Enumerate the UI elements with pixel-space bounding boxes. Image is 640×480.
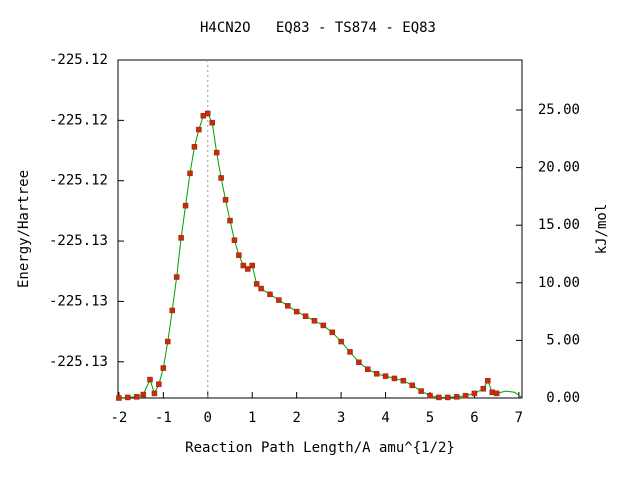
- marker: [356, 359, 362, 366]
- marker: [436, 394, 442, 401]
- y-tick-label: -225.12: [49, 173, 108, 189]
- marker: [285, 303, 291, 309]
- marker: [218, 175, 224, 181]
- y2-tick-label: 5.00: [546, 332, 580, 348]
- marker: [453, 394, 460, 400]
- x-tick-label: 6: [470, 410, 478, 426]
- y2-tick-label: 25.00: [538, 102, 580, 118]
- marker: [133, 394, 140, 400]
- x-tick-label: -1: [155, 410, 172, 426]
- marker: [249, 262, 255, 269]
- marker: [276, 297, 282, 303]
- marker: [493, 390, 500, 397]
- x-tick-label: 0: [204, 410, 212, 426]
- marker: [471, 390, 478, 397]
- y2-tick-label: 0.00: [546, 390, 580, 406]
- marker: [418, 388, 424, 394]
- marker: [258, 285, 264, 292]
- marker: [409, 382, 415, 389]
- marker: [236, 252, 242, 258]
- y2-axis-label: kJ/mol: [594, 204, 610, 255]
- marker: [445, 394, 451, 401]
- y-tick-label: -225.12: [49, 112, 108, 128]
- marker: [178, 235, 184, 241]
- marker: [116, 395, 122, 401]
- y-tick-label: -225.13: [49, 354, 108, 370]
- marker: [302, 313, 309, 319]
- marker: [182, 202, 189, 209]
- x-tick-label: 7: [515, 410, 523, 426]
- marker: [347, 349, 353, 355]
- marker: [338, 338, 344, 345]
- marker: [391, 375, 398, 382]
- marker: [462, 392, 469, 399]
- marker: [213, 149, 220, 156]
- line: [118, 112, 522, 399]
- marker: [400, 377, 407, 384]
- marker: [311, 318, 318, 324]
- y2-tick-label: 15.00: [538, 217, 580, 233]
- marker: [320, 322, 327, 329]
- marker: [125, 394, 131, 401]
- marker: [382, 373, 389, 379]
- marker: [293, 308, 300, 315]
- y-axis-label: Energy/Hartree: [16, 170, 32, 288]
- marker: [373, 371, 380, 377]
- marker: [427, 392, 433, 399]
- marker: [156, 381, 162, 387]
- marker: [160, 365, 167, 371]
- marker: [365, 366, 371, 372]
- marker: [222, 197, 229, 203]
- marker: [147, 376, 153, 383]
- marker: [151, 390, 158, 397]
- chart-title: H4CN2O EQ83 - TS874 - EQ83: [200, 20, 436, 36]
- marker: [227, 217, 233, 224]
- x-tick-label: 3: [337, 410, 345, 426]
- x-tick-label: 4: [381, 410, 389, 426]
- marker: [240, 262, 247, 269]
- marker: [480, 386, 487, 392]
- marker: [140, 391, 147, 398]
- marker: [173, 274, 180, 280]
- marker: [485, 377, 491, 384]
- marker: [329, 329, 335, 336]
- marker: [196, 126, 202, 133]
- x-tick-label: 5: [426, 410, 434, 426]
- marker: [165, 338, 171, 345]
- marker: [191, 144, 198, 150]
- marker: [253, 281, 260, 287]
- marker: [187, 170, 193, 177]
- x-tick-label: -2: [110, 410, 127, 426]
- plot-frame: [117, 59, 523, 399]
- marker: [245, 266, 251, 272]
- x-tick-label: 1: [248, 410, 256, 426]
- x-axis-label: Reaction Path Length/A amu^{1/2}: [185, 440, 455, 456]
- marker: [231, 237, 238, 243]
- y-tick-label: -225.13: [49, 293, 108, 309]
- marker: [169, 307, 175, 314]
- marker: [209, 119, 215, 126]
- y-tick-label: -225.12: [49, 52, 108, 68]
- y2-tick-label: 20.00: [538, 160, 580, 176]
- marker: [267, 291, 273, 298]
- y2-tick-label: 10.00: [538, 275, 580, 291]
- marker: [205, 110, 211, 117]
- x-tick-label: 2: [292, 410, 300, 426]
- y-tick-label: -225.13: [49, 233, 108, 249]
